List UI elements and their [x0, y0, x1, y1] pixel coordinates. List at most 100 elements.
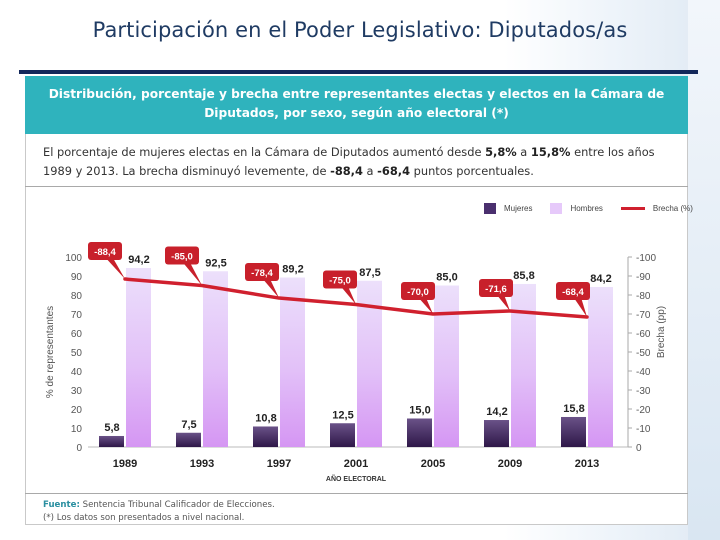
brecha-callout-box: [245, 263, 279, 282]
data-label-brecha: -75,0: [329, 276, 351, 287]
summary-part: El porcentaje de mujeres electas en la C…: [43, 145, 486, 159]
summary-part: a: [516, 145, 531, 159]
title-underline: [19, 70, 698, 74]
summary-part: a: [362, 164, 378, 178]
y-tick-label: 90: [71, 272, 83, 283]
data-label-brecha: -70,0: [407, 287, 429, 298]
brecha-callout-pointer: [183, 263, 202, 286]
data-label-brecha: -88,4: [94, 247, 116, 258]
x-tick-label: 1993: [190, 458, 214, 470]
data-label-mujeres: 12,5: [332, 409, 353, 421]
legend-label: Mujeres: [504, 204, 533, 213]
panel-header: Distribución, porcentaje y brecha entre …: [25, 76, 688, 134]
divider: [25, 186, 688, 187]
source-line: Fuente: Sentencia Tribunal Calificador d…: [43, 499, 275, 512]
y2-tick-label: -90: [636, 272, 651, 283]
y2-tick-label: -10: [636, 424, 651, 435]
y-tick-label: 100: [65, 253, 82, 264]
bar-mujeres: [253, 426, 278, 447]
x-tick-label: 2001: [344, 458, 368, 470]
legend-swatch-mujeres: [484, 203, 496, 214]
brecha-callout-box: [88, 242, 122, 261]
data-label-brecha: -85,0: [171, 252, 193, 263]
brecha-callout-box: [165, 246, 199, 265]
x-tick-label: 2005: [421, 458, 445, 470]
brecha-callout-pointer: [497, 295, 510, 311]
bar-hombres: [203, 271, 228, 447]
bar-mujeres: [176, 432, 201, 447]
y-tick-label: 80: [71, 291, 83, 302]
data-label-hombres: 87,5: [359, 267, 380, 279]
bar-mujeres: [407, 418, 432, 447]
panel-header-line-2: Diputados, por sexo, según año electoral…: [204, 106, 509, 120]
y2-tick-label: -40: [636, 367, 651, 378]
chart-footer: Fuente: Sentencia Tribunal Calificador d…: [43, 499, 275, 525]
y2-tick-label: -80: [636, 291, 651, 302]
x-tick-label: 2009: [498, 458, 522, 470]
summary-highlight: -68,4: [377, 164, 411, 178]
data-label-mujeres: 10,8: [255, 412, 276, 424]
summary-highlight: 15,8%: [530, 145, 571, 159]
bar-hombres: [126, 268, 151, 447]
data-label-mujeres: 15,8: [563, 403, 584, 415]
y2-tick-label: -20: [636, 405, 651, 416]
bar-hombres: [588, 287, 613, 447]
brecha-callout-pointer: [263, 280, 279, 299]
y-tick-label: 70: [71, 310, 83, 321]
x-tick-label: 1989: [113, 458, 137, 470]
bar-hombres: [434, 285, 459, 447]
footnote: (*) Los datos son presentados a nivel na…: [43, 513, 245, 523]
legend-item-hombres: Hombres: [550, 203, 603, 214]
data-label-brecha: -71,6: [485, 284, 507, 295]
legend-line-brecha: [620, 207, 645, 210]
y-tick-label: 30: [71, 386, 83, 397]
brecha-callout-pointer: [341, 287, 356, 305]
slide-title: Participación en el Poder Legislativo: D…: [92, 18, 628, 42]
summary-text: El porcentaje de mujeres electas en la C…: [43, 143, 683, 181]
bar-mujeres: [484, 420, 509, 447]
y2-tick-label: 0: [636, 443, 642, 454]
legend-item-brecha: Brecha (%): [620, 204, 693, 213]
y-tick-label: 10: [71, 424, 83, 435]
y2-tick-label: -60: [636, 329, 651, 340]
y2-axis-title: Brecha (pp): [656, 306, 667, 358]
data-label-hombres: 89,2: [282, 264, 303, 276]
source-text: Sentencia Tribunal Calificador de Elecci…: [79, 500, 275, 510]
divider: [25, 493, 688, 494]
data-label-mujeres: 5,8: [104, 422, 119, 434]
summary-highlight: -88,4: [330, 164, 363, 178]
chart-legend: Mujeres Hombres Brecha (%): [484, 203, 711, 214]
data-label-mujeres: 14,2: [486, 406, 507, 418]
brecha-callout-pointer: [106, 259, 125, 280]
y2-tick-label: -100: [636, 253, 656, 264]
summary-part: puntos porcentuales.: [410, 164, 534, 178]
data-label-hombres: 85,8: [513, 270, 534, 282]
summary-part: entre los años: [570, 145, 655, 159]
y-tick-label: 20: [71, 405, 83, 416]
source-label: Fuente:: [43, 500, 80, 510]
legend-item-mujeres: Mujeres: [484, 203, 532, 214]
data-label-brecha: -68,4: [562, 287, 584, 298]
y2-tick-label: -30: [636, 386, 651, 397]
bar-mujeres: [99, 435, 124, 447]
y2-tick-label: -50: [636, 348, 651, 359]
legend-label: Hombres: [570, 204, 603, 213]
data-label-brecha: -78,4: [251, 268, 273, 279]
x-tick-label: 2013: [575, 458, 599, 470]
y-tick-label: 0: [76, 443, 82, 454]
legend-label: Brecha (%): [652, 204, 693, 213]
bar-mujeres: [561, 416, 586, 447]
y-tick-label: 60: [71, 329, 83, 340]
data-label-hombres: 85,0: [436, 272, 457, 284]
brecha-callout-box: [556, 282, 590, 301]
brecha-callout-pointer: [419, 299, 433, 314]
background-decoration: [688, 0, 720, 540]
bar-hombres: [511, 283, 536, 447]
y-tick-label: 40: [71, 367, 83, 378]
y2-tick-label: -70: [636, 310, 651, 321]
brecha-callout-box: [479, 278, 513, 297]
y-axis-title: % de representantes: [45, 306, 56, 398]
panel-header-line-1: Distribución, porcentaje y brecha entre …: [48, 87, 665, 101]
x-tick-label: 1997: [267, 458, 291, 470]
